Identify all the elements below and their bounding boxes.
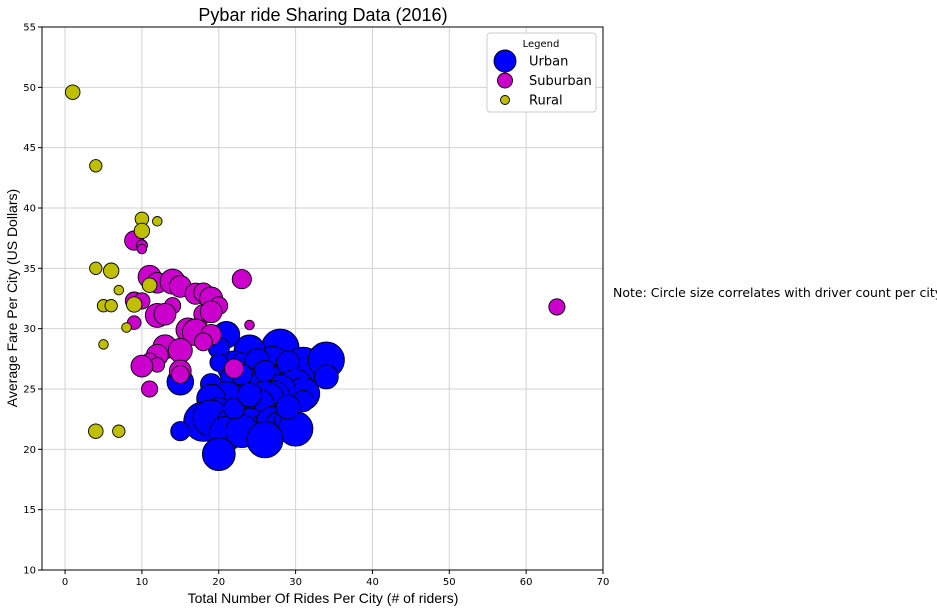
- data-point-suburban: [167, 337, 193, 363]
- data-point-rural: [104, 299, 118, 313]
- data-point-urban: [170, 421, 191, 442]
- data-point-rural: [89, 261, 103, 275]
- y-tick-label: 50: [23, 83, 36, 94]
- data-point-urban: [275, 394, 301, 420]
- data-point-urban: [313, 364, 339, 390]
- legend-marker-suburban: [497, 72, 513, 89]
- x-tick-label: 20: [212, 577, 225, 588]
- x-tick-label: 70: [597, 577, 610, 588]
- x-tick-label: 50: [443, 577, 456, 588]
- data-point-rural: [152, 216, 163, 227]
- x-tick-label: 30: [289, 577, 302, 588]
- data-point-suburban: [130, 354, 154, 378]
- data-point-urban: [223, 397, 246, 420]
- legend-box: [486, 32, 597, 113]
- x-tick-label: 40: [366, 577, 379, 588]
- data-point-suburban: [199, 300, 223, 324]
- legend-title: Legend: [523, 39, 560, 50]
- data-point-rural: [126, 296, 143, 313]
- x-tick-label: 10: [136, 577, 149, 588]
- y-axis-label: Average Fare Per City (US Dollars): [4, 189, 20, 407]
- x-tick-label: 0: [62, 577, 68, 588]
- data-point-rural: [88, 423, 104, 439]
- data-point-urban: [246, 421, 284, 459]
- data-point-suburban: [141, 380, 159, 398]
- legend-label-suburban: Suburban: [529, 74, 592, 89]
- y-tick-label: 15: [23, 505, 36, 516]
- data-point-suburban: [231, 269, 252, 290]
- data-point-suburban: [170, 365, 190, 384]
- data-point-suburban: [244, 319, 255, 331]
- data-point-rural: [141, 277, 158, 293]
- size-note: Note: Circle size correlates with driver…: [613, 285, 937, 300]
- data-point-rural: [133, 222, 151, 240]
- data-point-rural: [113, 284, 125, 296]
- legend-label-urban: Urban: [529, 55, 568, 70]
- data-point-rural: [89, 159, 103, 173]
- data-points: [64, 84, 566, 472]
- y-tick-label: 35: [23, 264, 36, 275]
- legend-label-rural: Rural: [529, 94, 563, 109]
- y-tick-label: 40: [23, 204, 36, 215]
- plot-area: [41, 26, 604, 571]
- legend-items: Urban Suburban Rural: [493, 49, 592, 109]
- data-point-suburban: [194, 332, 213, 352]
- y-tick-label: 30: [23, 324, 36, 335]
- data-point-urban: [201, 437, 236, 472]
- x-tick-label: 60: [520, 577, 533, 588]
- x-axis-label: Total Number Of Rides Per City (# of rid…: [188, 590, 459, 606]
- legend-marker-urban: [493, 49, 517, 73]
- legend-marker-rural: [500, 95, 510, 105]
- data-point-rural: [103, 262, 120, 279]
- y-axis: 10 15 20 25 30 35 40 45 50 55: [23, 23, 42, 577]
- y-tick-label: 10: [23, 566, 36, 577]
- y-tick-label: 45: [23, 143, 36, 154]
- legend: Legend Urban Suburban Rural: [486, 32, 597, 113]
- data-point-urban: [237, 382, 262, 408]
- data-point-suburban: [136, 243, 148, 255]
- y-tick-label: 55: [23, 23, 36, 34]
- data-point-suburban: [548, 298, 566, 316]
- data-point-rural: [98, 339, 109, 350]
- data-point-suburban: [153, 302, 177, 326]
- data-point-rural: [121, 322, 132, 333]
- data-point-urban: [253, 359, 276, 382]
- series-rural: [64, 84, 163, 439]
- data-point-suburban: [224, 358, 245, 379]
- y-tick-label: 20: [23, 445, 36, 456]
- series-suburban: [124, 230, 566, 398]
- series-urban: [166, 320, 345, 472]
- chart-title: Pybar ride Sharing Data (2016): [198, 5, 447, 25]
- x-axis: 0 10 20 30 40 50 60 70: [62, 570, 609, 588]
- data-point-rural: [64, 84, 81, 100]
- data-point-rural: [112, 424, 126, 438]
- y-tick-label: 25: [23, 385, 36, 396]
